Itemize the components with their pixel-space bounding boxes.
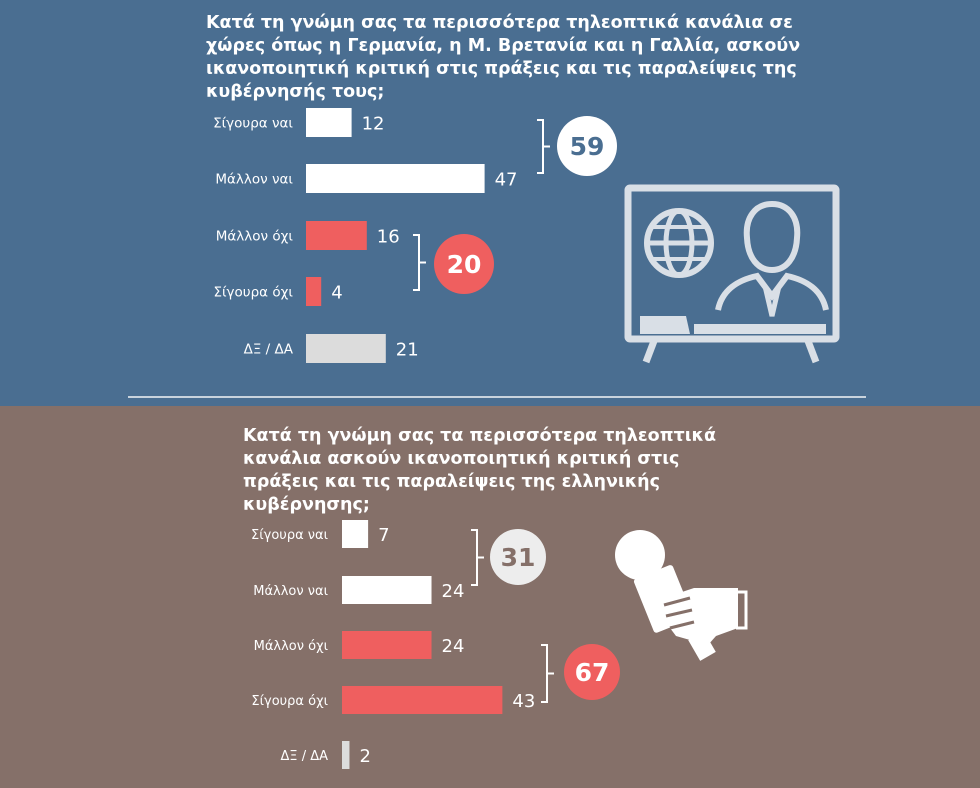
group-bracket-1-0	[471, 529, 484, 586]
bar-0-3	[306, 277, 322, 306]
group-total-0-1: 20	[447, 250, 482, 279]
tv-ticker-bar	[640, 316, 826, 334]
data-label-0-1: 47	[495, 170, 518, 191]
chart-bottom: 7 Σίγουρα ναι 24 Μάλλον ναι 24 Μάλλον όχι 43 Σί…	[251, 520, 620, 769]
data-label-1-0: 7	[378, 525, 389, 546]
question-title-bottom: Κατά τη γνώμη σας τα περισσότερα τηλεοπτ…	[243, 426, 716, 515]
data-label-1-2: 24	[442, 636, 465, 657]
data-label-0-4: 21	[396, 340, 419, 361]
group-bracket-0-1	[413, 234, 426, 291]
bar-1-1	[342, 576, 432, 604]
group-bracket-0-0	[537, 119, 550, 174]
panel-divider	[128, 396, 866, 398]
category-label-0-4: ΔΞ / ΔΑ	[244, 342, 294, 358]
question-title-top: Κατά τη γνώμη σας τα περισσότερα τηλεοπτ…	[206, 13, 801, 102]
bar-0-4	[306, 334, 386, 363]
category-label-0-1: Μάλλον ναι	[215, 172, 293, 188]
group-total-circle-1-0	[490, 529, 546, 585]
data-label-1-1: 24	[442, 581, 465, 602]
group-total-1-0: 31	[501, 543, 536, 572]
category-label-0-3: Σίγουρα όχι	[213, 285, 293, 301]
bar-0-1	[306, 164, 485, 193]
data-label-1-4: 2	[359, 746, 370, 767]
tv-broadcast-icon	[624, 184, 840, 364]
bar-1-4	[342, 741, 350, 769]
data-label-1-3: 43	[512, 691, 535, 712]
group-total-1-1: 67	[575, 658, 610, 687]
data-label-0-2: 16	[377, 227, 400, 248]
data-label-0-3: 4	[331, 283, 342, 304]
bar-1-3	[342, 686, 503, 714]
bar-1-0	[342, 520, 369, 548]
group-total-circle-1-1	[564, 644, 620, 700]
category-label-0-0: Σίγουρα ναι	[213, 116, 293, 132]
group-total-0-0: 59	[570, 132, 605, 161]
category-label-1-4: ΔΞ / ΔΑ	[280, 749, 328, 764]
bar-0-0	[306, 108, 352, 137]
microphone-hand-icon	[615, 530, 748, 661]
data-label-0-0: 12	[362, 114, 385, 135]
category-label-0-2: Μάλλον όχι	[216, 229, 294, 245]
category-label-1-3: Σίγουρα όχι	[251, 694, 328, 709]
group-total-circle-0-1	[434, 234, 494, 294]
bar-0-2	[306, 221, 367, 250]
category-label-1-1: Μάλλον ναι	[253, 584, 328, 599]
chart-top: 12 Σίγουρα ναι 47 Μάλλον ναι 16 Μάλλον όχι 4 Σί…	[213, 108, 617, 363]
group-total-circle-0-0	[557, 116, 617, 176]
group-bracket-1-1	[541, 644, 554, 703]
bar-1-2	[342, 631, 432, 659]
category-label-1-0: Σίγουρα ναι	[251, 528, 328, 543]
bottom-panel	[0, 406, 980, 788]
category-label-1-2: Μάλλον όχι	[254, 639, 328, 654]
